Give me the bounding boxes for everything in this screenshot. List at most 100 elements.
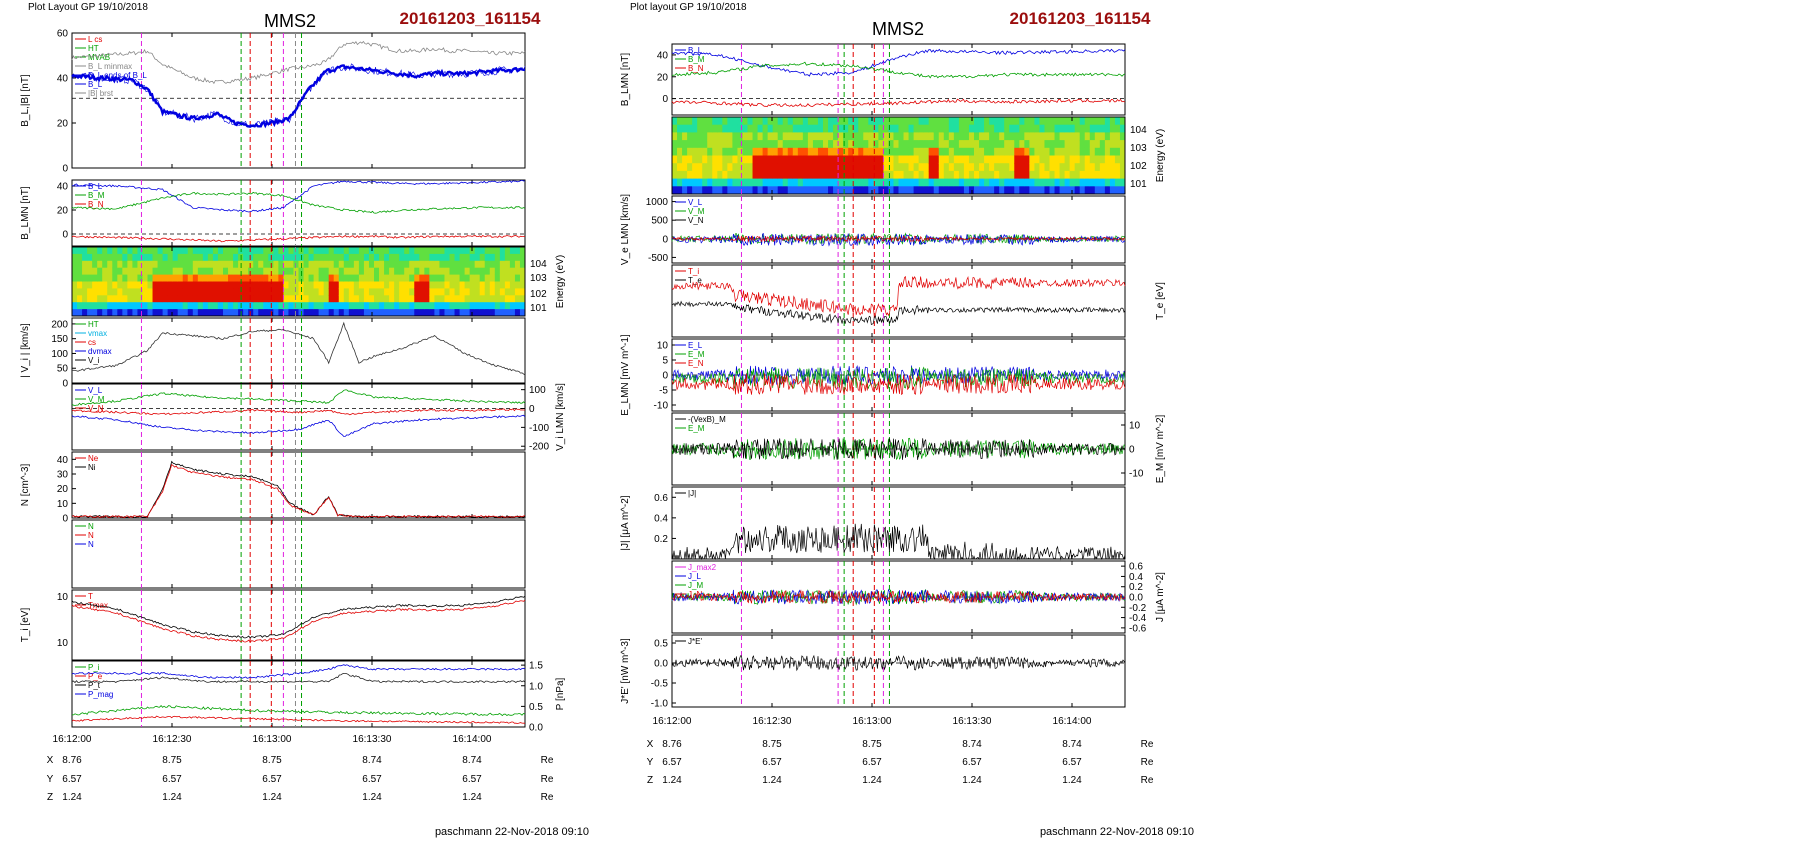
left-panel-3-cell (197, 247, 204, 255)
right-panel-2-cell (1054, 117, 1061, 126)
right-panel-1-series-0 (671, 48, 1126, 77)
left-panel-3-cell (499, 247, 506, 255)
right-panel-7-legend-0: |J| (688, 489, 696, 498)
right-panel-2-cell (1004, 124, 1010, 133)
event-id-left: 20161203_161154 (400, 9, 541, 28)
left-panel-3-cell (379, 309, 385, 317)
left-panel-3-cell (318, 247, 325, 255)
left-panel-3-cell (394, 253, 400, 262)
right-panel-2-cell (1029, 163, 1035, 172)
right-panel-2-cell (843, 178, 849, 187)
right-panel-2-cell (943, 132, 950, 141)
left-panel-3-cell (187, 281, 194, 289)
left-panel-3-cell (394, 288, 400, 296)
left-panel-3-cell (107, 295, 113, 303)
right-panel-2-cell (702, 178, 708, 187)
right-panel-2-cell (1024, 170, 1030, 180)
left-panel-3-cell (449, 253, 456, 262)
left-panel-3-cell (182, 281, 189, 289)
right-panel-2-cell (963, 170, 970, 180)
right-panel-2-cell (1089, 132, 1096, 141)
left-panel-4-ytick-label-0: 0 (62, 379, 68, 390)
right-panel-2-cell (1054, 155, 1061, 164)
right-ephem-Z-3: 1.24 (962, 775, 982, 786)
left-panel-3-cell (142, 247, 148, 255)
left-panel-5-ytick-label-2: -100 (529, 423, 549, 434)
right-panel-2-cell (727, 163, 733, 172)
left-panel-3-cell (117, 260, 123, 269)
left-panel-3-cell (368, 253, 375, 262)
right-panel-2-cell (742, 140, 748, 149)
right-panel-2-cell (918, 155, 925, 164)
left-panel-3-cell (122, 309, 128, 317)
left-panel-3-cell (424, 302, 430, 310)
right-panel-2-cell (893, 178, 899, 187)
right-panel-2-cell (938, 155, 945, 164)
left-panel-3-cell (414, 302, 420, 310)
left-panel-9-ytick-label-2: 1.0 (529, 681, 543, 692)
right-panel-2-cell (1094, 170, 1101, 180)
right-panel-8-jl (671, 588, 1126, 605)
right-panel-2-cell (762, 124, 769, 133)
right-panel-2-cell (737, 186, 743, 195)
right-panel-2-cell (1119, 140, 1126, 149)
left-panel-3-cell (328, 295, 335, 303)
left-panel-3-cell (449, 267, 456, 276)
left-panel-3-cell (348, 253, 355, 262)
right-panel-2-cell (1104, 178, 1111, 187)
right-panel-2-cell (697, 186, 703, 195)
right-panel-2-cell (717, 178, 723, 187)
right-panel-2-cell (923, 140, 930, 149)
left-panel-3-cell (419, 267, 425, 276)
left-panel-3-cell (323, 274, 330, 282)
left-panel-3-cell (137, 295, 143, 303)
left-panel-3-cell (172, 295, 179, 303)
left-panel-3-cell (187, 260, 194, 269)
left-panel-3-cell (469, 253, 476, 262)
left-panel-3-cell (112, 309, 118, 317)
left-panel-3-cell (238, 288, 244, 296)
left-panel-3-cell (499, 295, 506, 303)
right-panel-2-cell (868, 132, 874, 141)
right-panel-2-cell (898, 170, 905, 180)
left-panel-3-cell (444, 274, 450, 282)
right-panel-2-cell (697, 178, 703, 187)
right-panel-2-cell (807, 147, 814, 156)
right-panel-2-cell (1014, 186, 1020, 195)
right-panel-2-cell (697, 117, 703, 126)
right-panel-2-cell (817, 140, 824, 149)
right-panel-2-cell (1104, 186, 1111, 195)
left-panel-3-cell (187, 288, 194, 296)
right-panel-2-cell (677, 124, 683, 133)
right-panel-2-cell (994, 163, 1000, 172)
left-panel-3-cell (233, 267, 239, 276)
left-panel-3-cell (313, 253, 320, 262)
right-panel-2-cell (772, 124, 779, 133)
right-panel-2-cell (797, 186, 804, 195)
right-panel-2-cell (1029, 155, 1035, 164)
left-panel-3-cell (504, 247, 511, 255)
left-panel-3-cell (308, 267, 315, 276)
left-panel-3-cell (384, 253, 390, 262)
right-ephem-X-3: 8.74 (962, 739, 982, 750)
left-panel-3-cell (283, 288, 289, 296)
right-panel-2-cell (958, 117, 965, 126)
right-panel-2-cell (1074, 163, 1081, 172)
right-panel-2-cell (1069, 147, 1076, 156)
right-panel-2-cell (1039, 178, 1045, 187)
left-panel-3-cell (363, 260, 370, 269)
left-panel-3-cell (384, 309, 390, 317)
left-panel-3-cell (353, 288, 360, 296)
right-panel-5-legend-0: E_L (688, 341, 703, 350)
right-panel-7-jmag (671, 523, 1126, 561)
right-panel-2-cell (752, 186, 759, 195)
left-panel-3-cell (449, 302, 456, 310)
left-panel-3-cell (424, 247, 430, 255)
right-panel-2-cell (1029, 178, 1035, 187)
right-panel-2-cell (843, 147, 849, 156)
left-panel-3-cell (333, 253, 340, 262)
left-panel-3-cell (177, 260, 184, 269)
left-panel-3-cell (419, 281, 425, 289)
right-panel-2-cell (843, 186, 849, 195)
left-panel-3-cell (374, 302, 380, 310)
